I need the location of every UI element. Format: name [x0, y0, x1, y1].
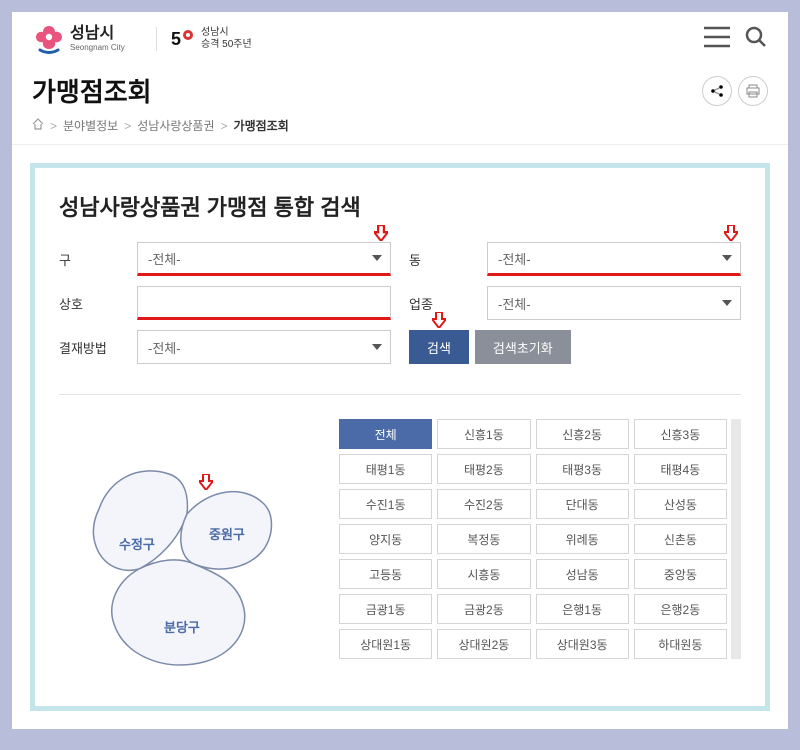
- dong-button[interactable]: 성남동: [536, 559, 629, 589]
- map-region-bundang[interactable]: [112, 560, 245, 665]
- dong-button[interactable]: 신촌동: [634, 524, 727, 554]
- input-sangho[interactable]: [137, 286, 391, 320]
- bc-2[interactable]: 성남사랑상품권: [137, 117, 214, 134]
- site-name-kr: 성남시: [70, 24, 114, 42]
- select-eopjong[interactable]: -전체-: [487, 286, 741, 320]
- search-icon[interactable]: [744, 25, 768, 54]
- dong-button[interactable]: 복정동: [437, 524, 530, 554]
- print-icon[interactable]: [738, 76, 768, 106]
- menu-icon[interactable]: [704, 26, 730, 53]
- map-region-jungwon[interactable]: [181, 492, 272, 569]
- label-eopjong: 업종: [409, 294, 469, 313]
- page-title: 가맹점조회: [32, 72, 289, 109]
- dong-button[interactable]: 위례동: [536, 524, 629, 554]
- select-dong[interactable]: -전체-: [487, 242, 741, 276]
- dong-button[interactable]: 금광1동: [339, 594, 432, 624]
- home-icon[interactable]: [32, 118, 44, 133]
- dong-button[interactable]: 양지동: [339, 524, 432, 554]
- dong-button[interactable]: 태평2동: [437, 454, 530, 484]
- label-gu: 구: [59, 250, 119, 269]
- dong-button[interactable]: 고등동: [339, 559, 432, 589]
- dong-button[interactable]: 전체: [339, 419, 432, 449]
- dong-button[interactable]: 상대원3동: [536, 629, 629, 659]
- svg-text:5: 5: [171, 29, 181, 49]
- dong-button[interactable]: 금광2동: [437, 594, 530, 624]
- dong-button[interactable]: 태평3동: [536, 454, 629, 484]
- dong-list-panel: 전체신흥1동신흥2동신흥3동태평1동태평2동태평3동태평4동수진1동수진2동단대…: [339, 419, 741, 659]
- bc-current: 가맹점조회: [234, 117, 289, 134]
- dong-button[interactable]: 상대원1동: [339, 629, 432, 659]
- dong-button[interactable]: 하대원동: [634, 629, 727, 659]
- dong-button[interactable]: 수진2동: [437, 489, 530, 519]
- dong-button[interactable]: 산성동: [634, 489, 727, 519]
- label-payment: 결재방법: [59, 338, 119, 357]
- anniv-line2: 승격 50주년: [201, 39, 252, 51]
- site-header: 성남시 Seongnam City 5 성남시 승격 50주년: [12, 12, 788, 66]
- search-button[interactable]: 검색: [409, 330, 469, 364]
- dong-button[interactable]: 은행2동: [634, 594, 727, 624]
- breadcrumb: > 분야별정보 > 성남사랑상품권 > 가맹점조회: [32, 117, 289, 134]
- dong-button[interactable]: 시흥동: [437, 559, 530, 589]
- label-sangho: 상호: [59, 294, 119, 313]
- dong-button[interactable]: 단대동: [536, 489, 629, 519]
- label-dong: 동: [409, 250, 469, 269]
- dong-button[interactable]: 태평1동: [339, 454, 432, 484]
- dong-button[interactable]: 상대원2동: [437, 629, 530, 659]
- map-region-sujeong[interactable]: [93, 471, 187, 570]
- search-panel: 성남사랑상품권 가맹점 통합 검색 구 -전체- 동 -전체- 상호 업종: [30, 163, 770, 711]
- dong-button[interactable]: 신흥3동: [634, 419, 727, 449]
- anniversary-badge: 5 성남시 승격 50주년: [156, 27, 252, 51]
- search-title: 성남사랑상품권 가맹점 통합 검색: [59, 190, 741, 222]
- dong-button[interactable]: 수진1동: [339, 489, 432, 519]
- site-logo[interactable]: 성남시 Seongnam City: [32, 22, 142, 56]
- select-payment[interactable]: -전체-: [137, 330, 391, 364]
- anniv-line1: 성남시: [201, 27, 252, 39]
- reset-button[interactable]: 검색초기화: [475, 330, 571, 364]
- bc-1[interactable]: 분야별정보: [63, 117, 118, 134]
- district-map[interactable]: 수정구 중원구 분당구: [59, 419, 319, 684]
- dong-button[interactable]: 신흥1동: [437, 419, 530, 449]
- dong-button[interactable]: 중앙동: [634, 559, 727, 589]
- site-name-en: Seongnam City: [70, 43, 125, 52]
- dong-button[interactable]: 은행1동: [536, 594, 629, 624]
- select-gu[interactable]: -전체-: [137, 242, 391, 276]
- share-icon[interactable]: [702, 76, 732, 106]
- dong-button[interactable]: 태평4동: [634, 454, 727, 484]
- dong-button[interactable]: 신흥2동: [536, 419, 629, 449]
